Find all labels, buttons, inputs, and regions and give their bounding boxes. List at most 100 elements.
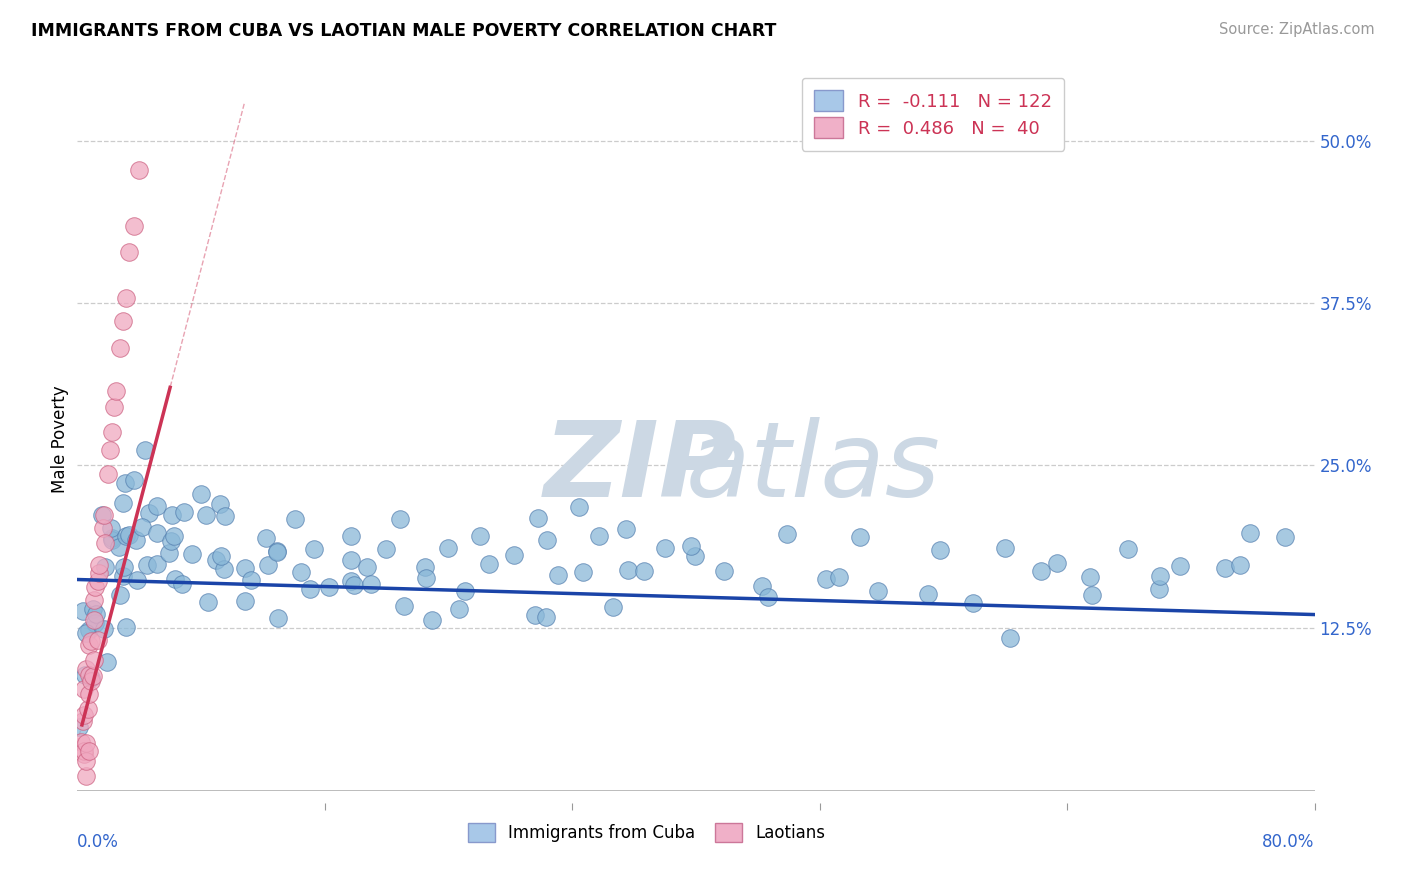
Point <box>80 634 103 648</box>
Point <box>72 604 94 618</box>
Legend: Immigrants from Cuba, Laotians: Immigrants from Cuba, Laotians <box>461 816 832 849</box>
Point <box>98 442 121 457</box>
Point <box>928 543 950 558</box>
Point <box>190 487 212 501</box>
Point <box>111 314 134 328</box>
Point <box>101 531 124 545</box>
Point <box>827 570 849 584</box>
Point <box>108 589 131 603</box>
Point <box>96 655 118 669</box>
Point <box>868 583 890 598</box>
Point <box>1081 588 1104 602</box>
Text: IMMIGRANTS FROM CUBA VS LAOTIAN MALE POVERTY CORRELATION CHART: IMMIGRANTS FROM CUBA VS LAOTIAN MALE POV… <box>31 22 776 40</box>
Point <box>160 534 183 549</box>
Point <box>454 583 477 598</box>
Point <box>115 619 138 633</box>
Point <box>118 528 141 542</box>
Point <box>415 571 437 585</box>
Point <box>616 522 638 536</box>
Point <box>815 572 838 586</box>
Point <box>72 744 94 758</box>
Point <box>79 673 101 688</box>
Point <box>112 495 135 509</box>
Point <box>536 533 558 548</box>
Point <box>77 687 100 701</box>
Point <box>86 574 108 588</box>
Point <box>1274 530 1296 544</box>
Point <box>1168 558 1191 573</box>
Point <box>679 540 702 554</box>
Text: Source: ZipAtlas.com: Source: ZipAtlas.com <box>1219 22 1375 37</box>
Point <box>84 580 107 594</box>
Point <box>108 541 131 555</box>
Point <box>69 735 91 749</box>
Point <box>284 512 307 526</box>
Point <box>134 442 156 457</box>
Point <box>87 633 110 648</box>
Point <box>214 509 236 524</box>
Point <box>73 682 96 697</box>
Point <box>79 671 101 685</box>
Y-axis label: Male Poverty: Male Poverty <box>51 385 69 493</box>
Point <box>138 506 160 520</box>
Point <box>617 563 640 577</box>
Point <box>114 475 136 490</box>
Point <box>115 291 138 305</box>
Point <box>360 577 382 591</box>
Point <box>77 624 100 638</box>
Point <box>108 342 131 356</box>
Point <box>209 549 232 564</box>
Point <box>633 564 655 578</box>
Point <box>683 549 706 563</box>
Point <box>776 526 799 541</box>
Point <box>73 747 96 761</box>
Point <box>422 613 444 627</box>
Point <box>75 769 97 783</box>
Point <box>100 521 122 535</box>
Point <box>998 631 1021 645</box>
Point <box>163 529 186 543</box>
Point <box>93 508 115 523</box>
Point <box>89 558 111 572</box>
Point <box>756 590 779 604</box>
Point <box>214 562 236 576</box>
Point <box>290 565 312 579</box>
Point <box>82 669 104 683</box>
Point <box>90 508 112 523</box>
Point <box>547 567 569 582</box>
Point <box>523 608 546 623</box>
Point <box>127 573 149 587</box>
Point <box>77 744 100 758</box>
Point <box>115 528 138 542</box>
Point <box>343 578 366 592</box>
Point <box>527 511 550 525</box>
Point <box>103 400 125 414</box>
Point <box>1149 569 1171 583</box>
Point <box>122 219 145 233</box>
Point <box>195 508 218 523</box>
Point <box>162 508 184 523</box>
Point <box>298 582 321 596</box>
Text: atlas: atlas <box>686 417 941 519</box>
Point <box>994 541 1017 555</box>
Point <box>1080 570 1102 584</box>
Point <box>73 668 96 682</box>
Point <box>339 574 361 589</box>
Point <box>197 595 219 609</box>
Point <box>534 609 557 624</box>
Point <box>125 533 148 547</box>
Point <box>83 592 105 607</box>
Point <box>1229 558 1251 573</box>
Point <box>266 611 288 625</box>
Point <box>87 566 110 580</box>
Point <box>572 566 595 580</box>
Point <box>470 529 492 543</box>
Point <box>478 557 501 571</box>
Point <box>962 596 984 610</box>
Point <box>1213 561 1236 575</box>
Point <box>94 559 117 574</box>
Point <box>302 541 325 556</box>
Point <box>163 572 186 586</box>
Point <box>91 521 114 535</box>
Point <box>77 667 100 681</box>
